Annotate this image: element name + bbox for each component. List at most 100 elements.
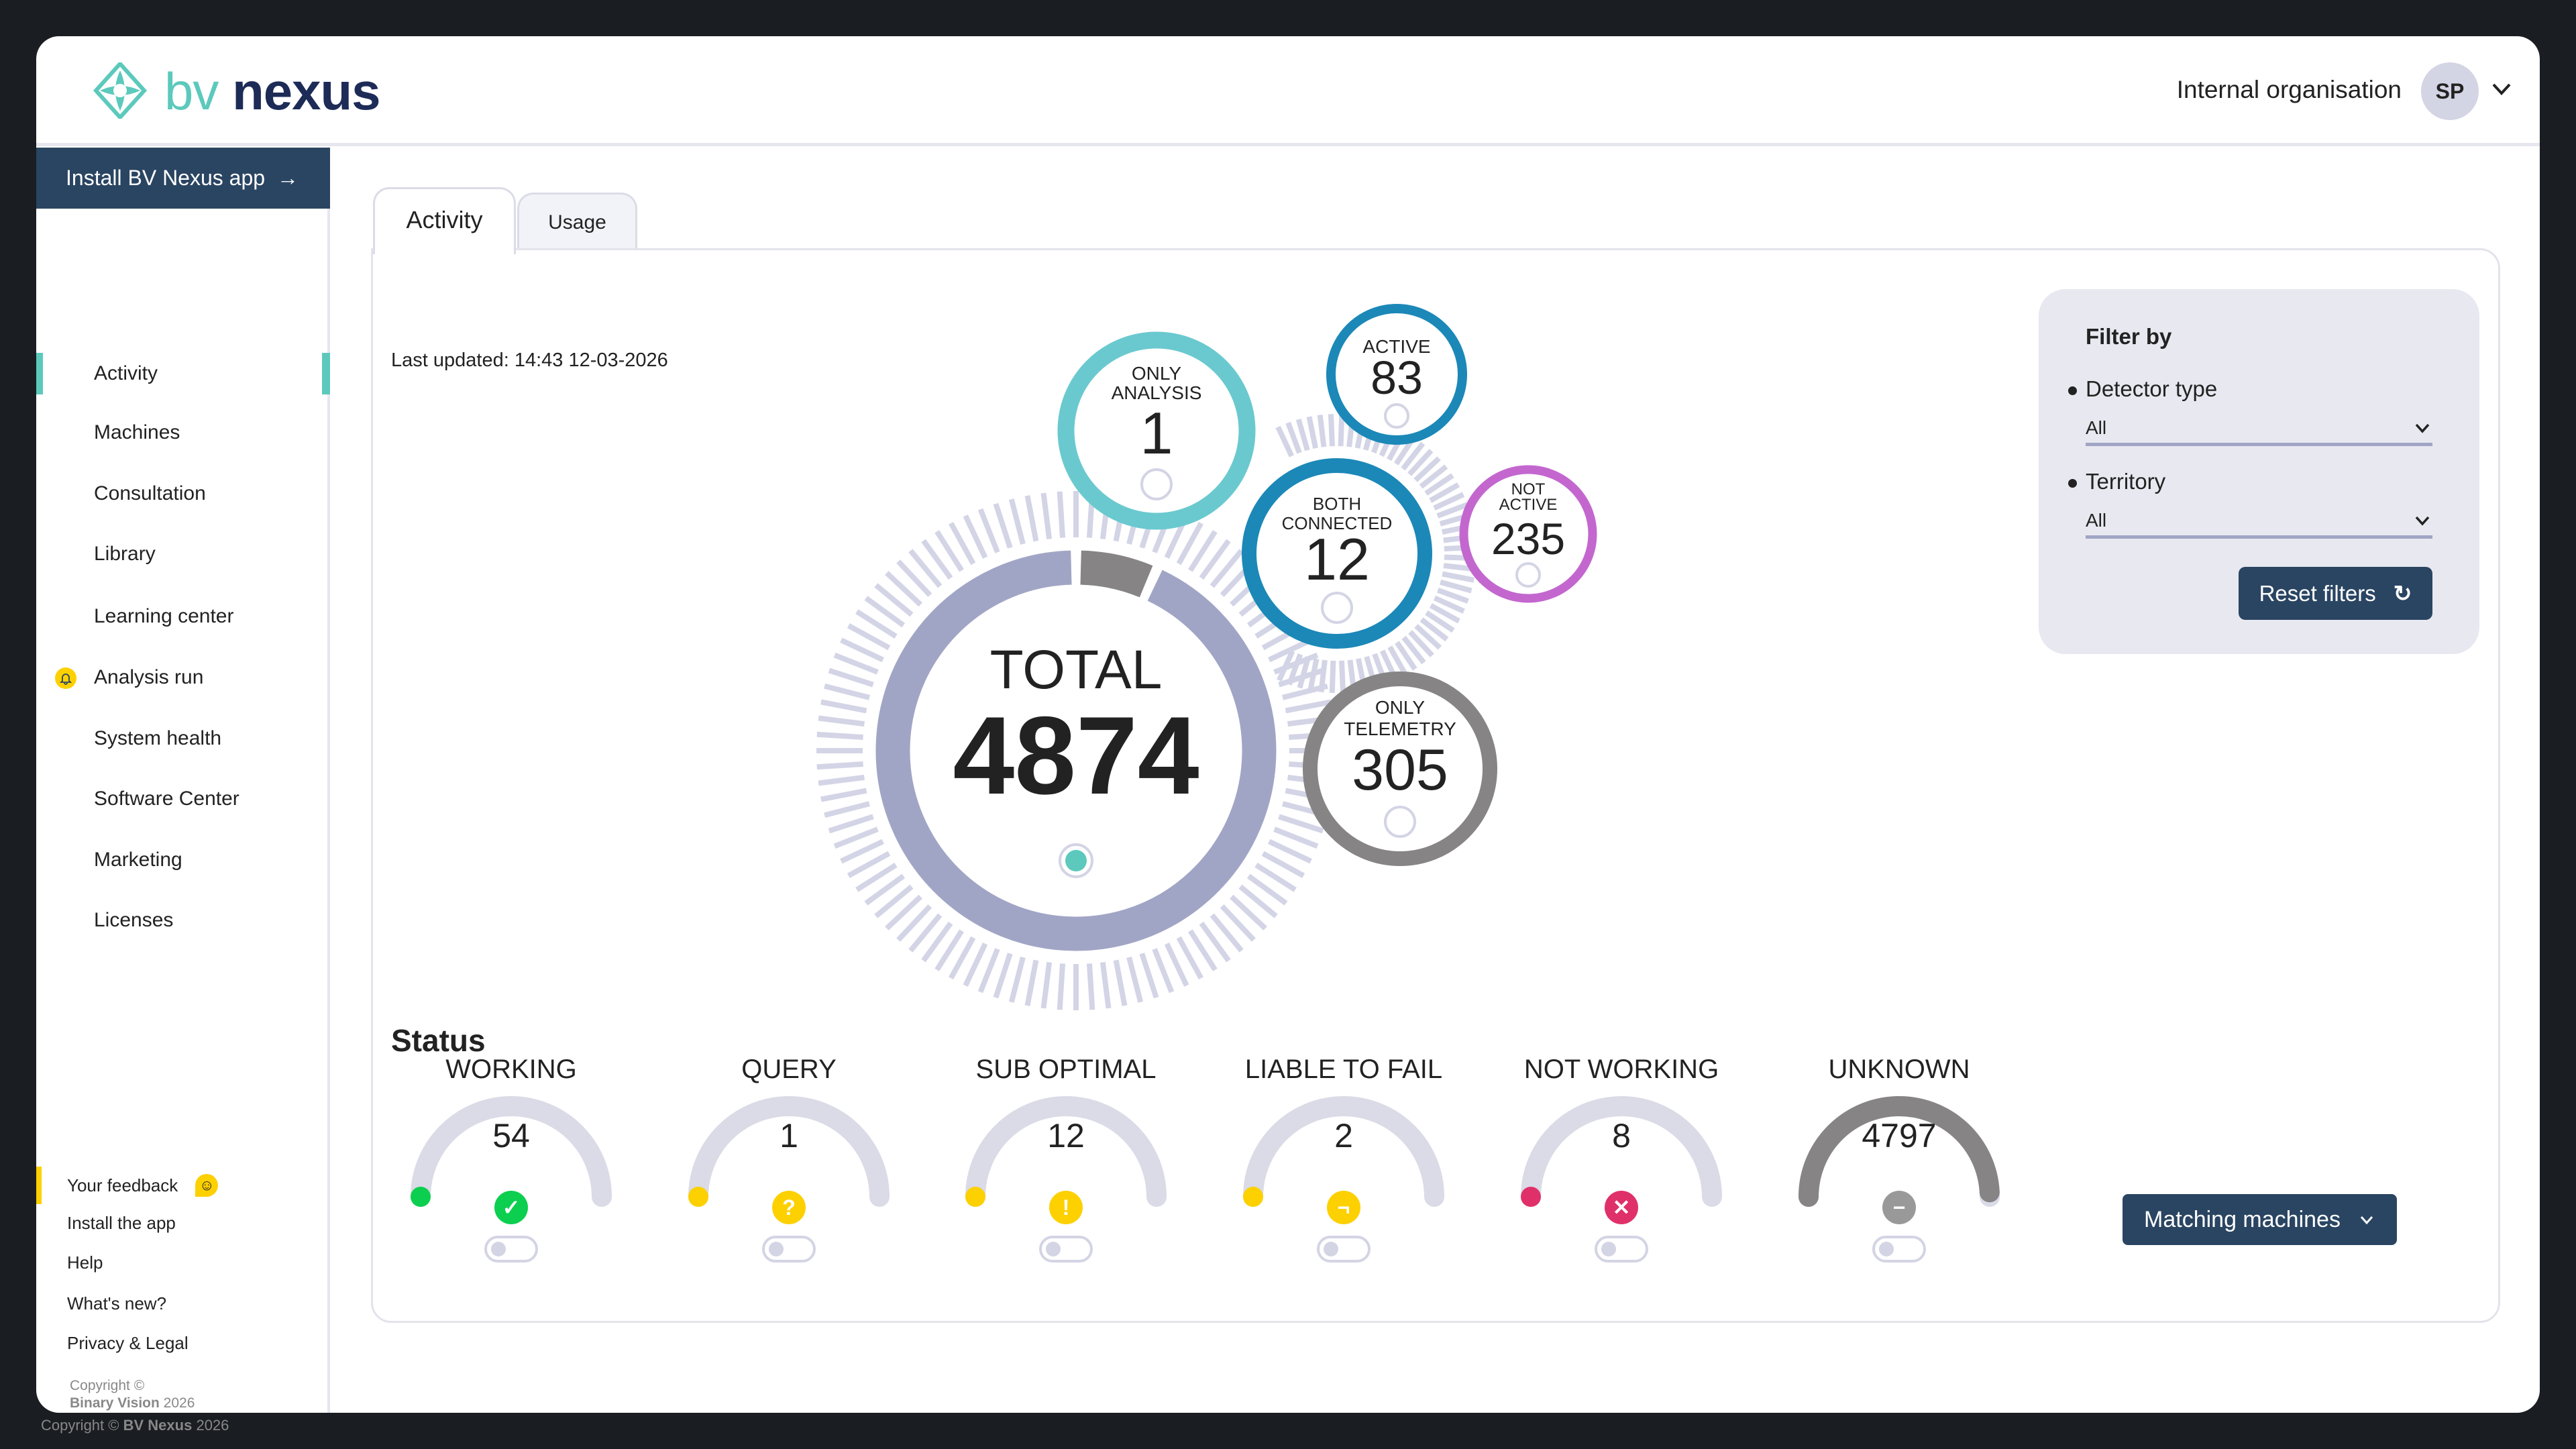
tick-mark [1040,961,1053,1009]
sidebar-item-marketing[interactable]: Marketing [36,839,330,881]
copyright-year: 2026 [196,1417,229,1434]
footer-link-install-the-app[interactable]: Install the app [67,1210,176,1236]
tick-mark [1287,653,1303,686]
footer-link-privacy-legal[interactable]: Privacy & Legal [67,1330,189,1356]
detector-type-value: All [2086,417,2107,438]
logo-text[interactable]: bv nexus [164,62,381,121]
bubble-label: ACTIVE [1499,496,1558,514]
tick-mark [1199,539,1231,580]
matching-machines-label: Matching machines [2144,1206,2341,1232]
footer-link-help[interactable]: Help [67,1249,103,1276]
tick-mark [1328,414,1336,447]
tick-mark [818,715,865,727]
tick-mark [1268,839,1312,864]
tick-mark [949,521,976,566]
sidebar-item-label: Activity [94,362,158,384]
copyright-year: 2026 [163,1395,195,1411]
copyright-text: Copyright © [41,1417,119,1434]
header: bv nexus Internal organisation SP [36,36,2540,146]
gauge-fill [1799,1096,2000,1207]
bubble-value: 1 [1140,400,1173,466]
gauge-toggle[interactable] [1872,1236,1926,1263]
tick-mark [828,814,874,834]
bubble-radio[interactable] [1321,592,1353,624]
tick-mark [1436,502,1469,519]
app-window: bv nexus Internal organisation SP Instal… [36,36,2540,1413]
tick-mark [885,894,922,930]
gauge-toggle[interactable] [1317,1236,1371,1263]
sidebar-item-machines[interactable]: Machines [36,412,330,453]
tick-mark [840,637,884,663]
tick-mark [1318,659,1328,693]
feedback-indicator [36,1167,42,1204]
tick-mark [824,801,870,818]
sidebar-item-library[interactable]: Library [36,533,330,575]
logo-nexus: nexus [232,62,380,121]
tick-mark [1395,641,1417,671]
reset-filters-button[interactable]: Reset filters ↻ [2239,567,2432,620]
bubble-radio[interactable] [1384,403,1409,429]
install-app-label: Install BV Nexus app [66,166,266,190]
tick-mark [1024,495,1039,542]
refresh-icon: ↻ [2393,581,2412,606]
bubble-value: 305 [1352,738,1448,802]
footer-link-what-s-new[interactable]: What's new? [67,1290,166,1317]
bubble-radio[interactable] [1140,468,1173,500]
gauge-label: LIABLE TO FAIL [1244,1055,1443,1084]
gauge-toggle[interactable] [762,1236,816,1263]
tick-mark [1199,921,1231,963]
tick-mark [908,549,943,588]
tick-mark [1436,587,1469,604]
sidebar-item-licenses[interactable]: Licenses [36,900,330,941]
tick-mark [993,953,1013,999]
bubble-value: 12 [1304,526,1370,592]
install-app-button[interactable]: Install BV Nexus app → [36,148,330,209]
tick-mark [1152,948,1175,994]
tick-mark [824,683,870,700]
gauge-value: 12 [1047,1117,1085,1155]
tick-mark [1317,415,1327,447]
tick-mark [864,596,906,628]
gauge-toggle[interactable] [1039,1236,1093,1263]
gauge-value: 2 [1334,1117,1353,1155]
footer-link-label: Help [67,1252,103,1273]
organisation-name[interactable]: Internal organisation [2176,76,2402,103]
sidebar-item-activity[interactable]: Activity [36,353,330,394]
user-avatar[interactable]: SP [2421,62,2479,120]
tab-activity[interactable]: Activity [373,187,516,254]
tick-mark [1338,413,1345,447]
sidebar-item-software-center[interactable]: Software Center [36,778,330,820]
gauge-toggle[interactable] [484,1236,538,1263]
bubble-radio[interactable] [1384,806,1416,838]
tick-mark [1419,617,1449,642]
tick-mark [1024,959,1039,1006]
gauge-not-working: NOT WORKING 8 ✕ [1494,1046,1749,1263]
sidebar-item-learning-center[interactable]: Learning center [36,596,330,637]
bubble-radio[interactable] [1515,562,1541,588]
territory-select[interactable]: All [2086,505,2432,539]
total-label: TOTAL [990,639,1163,700]
activity-bubble-chart: TOTAL4874ONLYANALYSIS1ACTIVE83BOTHCONNEC… [816,304,1597,1010]
tick-mark [1220,904,1256,942]
sidebar-item-system-health[interactable]: System health [36,718,330,759]
tick-mark [896,904,932,942]
tick-mark [1040,492,1053,540]
tab-usage[interactable]: Usage [517,193,637,250]
gauge-arc [1799,1096,2000,1207]
sidebar-item-consultation[interactable]: Consultation [36,473,330,515]
matching-machines-button[interactable]: Matching machines [2123,1194,2397,1245]
detector-type-select[interactable]: All [2086,413,2432,446]
tick-mark [1268,637,1312,663]
chevron-down-icon[interactable] [2488,75,2515,102]
sidebar-item-analysis-run[interactable]: Analysis run [36,657,330,698]
tick-mark [1254,863,1297,892]
footer-link-your-feedback[interactable]: Your feedback ☺ [67,1172,219,1199]
tick-mark [1433,595,1465,614]
sidebar-item-label: Learning center [94,605,234,627]
gauge-toggle[interactable] [1595,1236,1648,1263]
